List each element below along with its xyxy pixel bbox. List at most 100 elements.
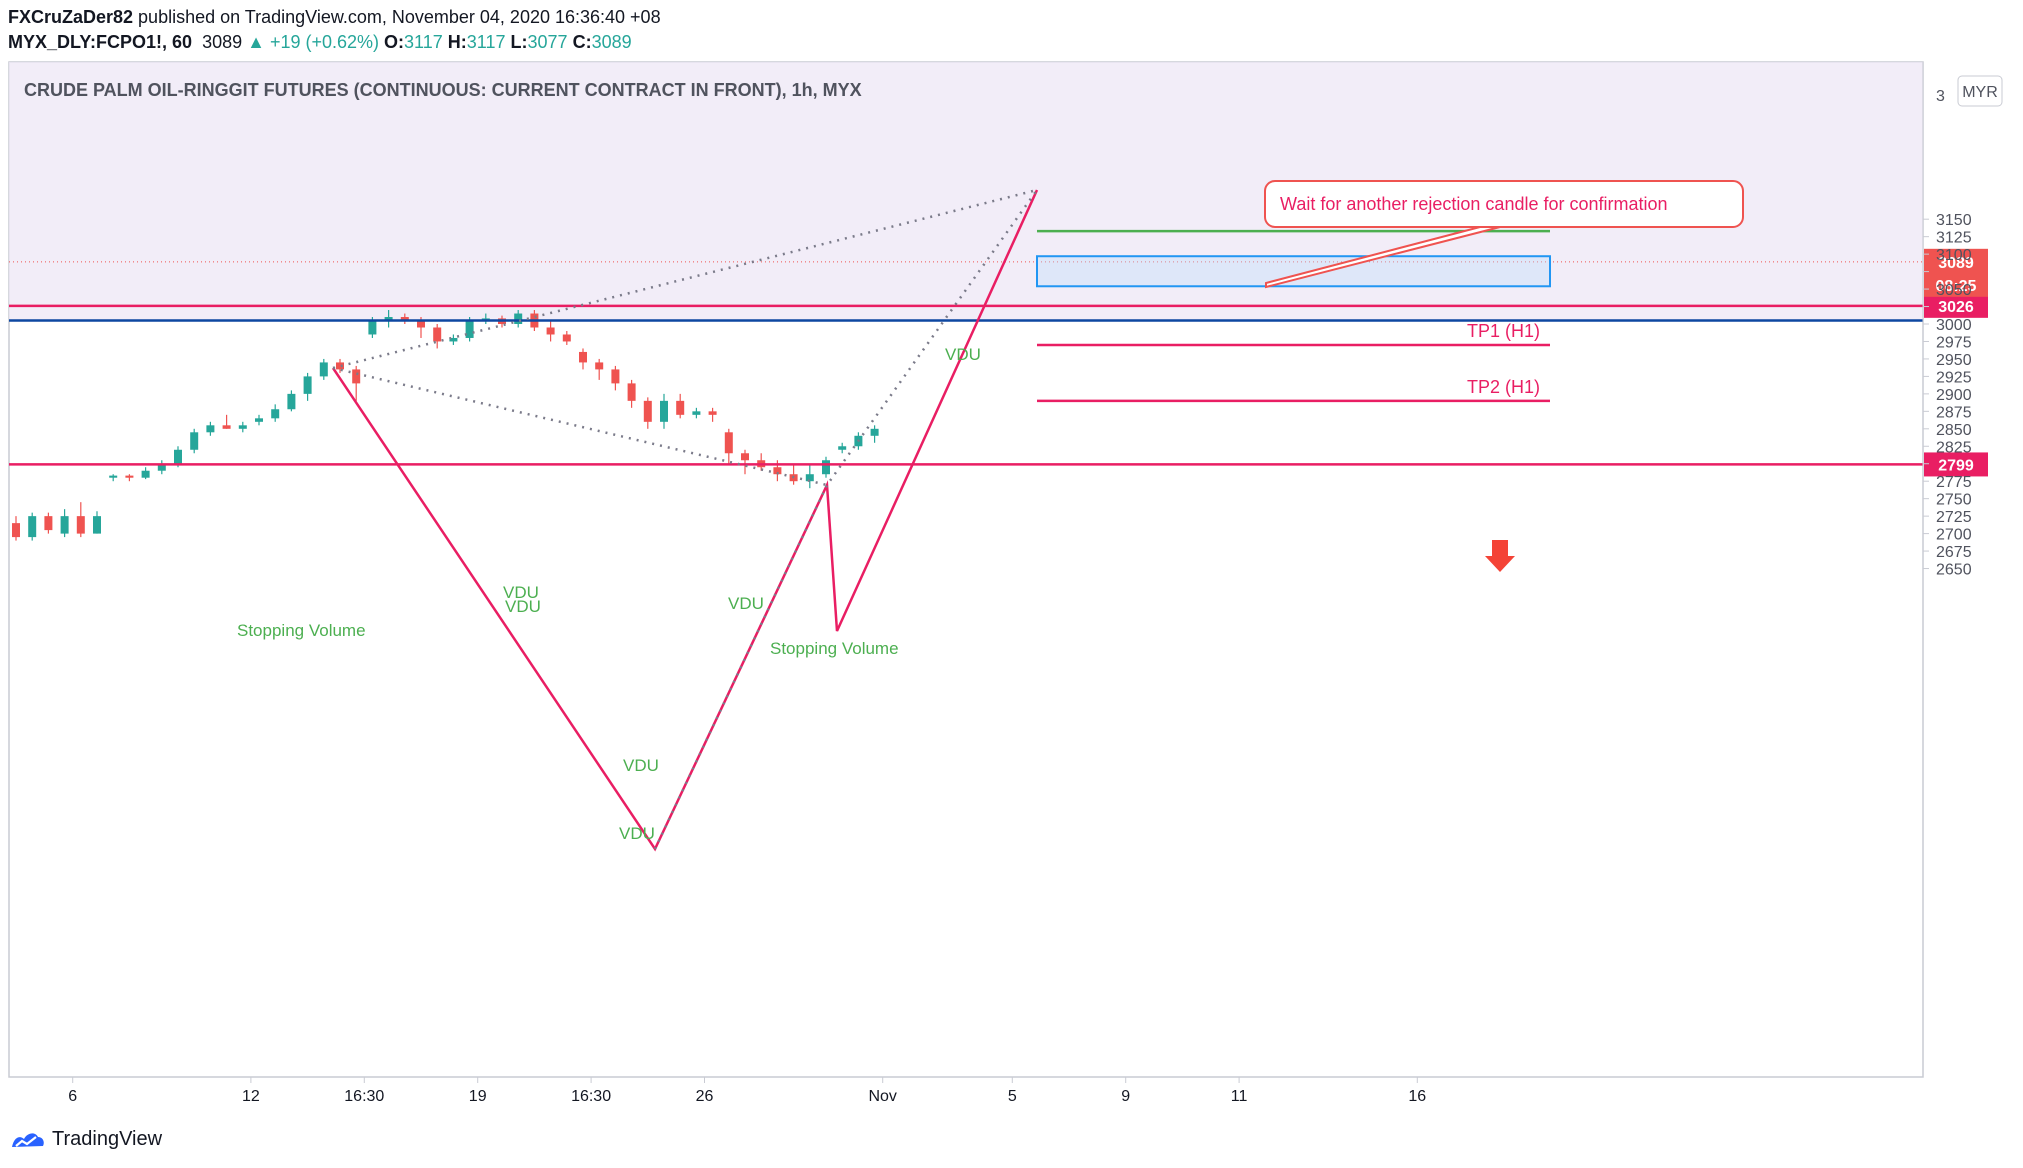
y-tick-label: 2925 [1936, 369, 1972, 386]
candle [271, 404, 280, 422]
y-tick-label: 3150 [1936, 212, 1972, 229]
level-price-label: 2799 [1938, 457, 1974, 474]
symbol-info: MYX_DLY:FCPO1!, 60 3089 ▲ +19 (+0.62%) O… [8, 31, 632, 53]
x-tick-label: 5 [1008, 1088, 1017, 1105]
candle-body [271, 409, 280, 419]
low-label: L: [510, 32, 528, 52]
high-label: H: [447, 32, 467, 52]
candle-body [76, 516, 85, 534]
author-name[interactable]: FXCruZaDer82 [8, 7, 134, 27]
candle-body [838, 446, 847, 450]
callout: Wait for another rejection candle for co… [1264, 180, 1744, 289]
candle [579, 348, 587, 370]
x-tick-label: 16:30 [571, 1088, 611, 1105]
price-change: ▲ +19 (+0.62%) [247, 32, 380, 52]
candle-body [157, 463, 166, 471]
level-price-tag [1924, 452, 1988, 477]
candle [741, 449, 749, 475]
x-tick-label: Nov [868, 1088, 896, 1105]
target-line-label: TP2 (H1) [1467, 377, 1540, 397]
candle [660, 393, 668, 429]
candle-body [303, 376, 312, 394]
candle-body [773, 467, 782, 475]
candle-body [125, 475, 134, 478]
open-label: O: [384, 32, 405, 52]
candle [708, 407, 717, 422]
signal-label: Stopping Volume [237, 621, 366, 640]
candle [400, 313, 409, 324]
candle-body [12, 523, 20, 538]
candle-body [28, 516, 37, 538]
currency-box[interactable] [1957, 75, 2003, 107]
candle-body [44, 516, 53, 531]
candle-body [692, 411, 701, 415]
signal-label: Stopping Volume [770, 639, 899, 658]
currency-label: MYR [1962, 84, 1998, 101]
y-tick-label: 2725 [1936, 509, 1972, 526]
x-tick-label: 16:30 [344, 1088, 384, 1105]
y-tick-label: 2775 [1936, 474, 1972, 491]
candle [692, 407, 701, 419]
y-tick-label: 2950 [1936, 352, 1972, 369]
symbol-label[interactable]: MYX_DLY:FCPO1!, 60 [8, 32, 193, 52]
candle [141, 467, 150, 480]
candle [838, 442, 847, 454]
candle [384, 310, 393, 328]
tradingview-footer[interactable]: TradingView [10, 1128, 162, 1151]
candle-body [417, 320, 425, 328]
level-price-tag [1924, 293, 1988, 318]
signal-label: VDU [623, 756, 659, 775]
candle [611, 365, 620, 391]
signal-label: VDU [503, 583, 539, 602]
candle-body [93, 516, 101, 534]
candle [190, 428, 199, 454]
publish-date: published on TradingView.com, November 0… [133, 7, 661, 27]
y-tick-label: 2975 [1936, 334, 1972, 351]
candle-body [611, 369, 620, 384]
candle-body [822, 460, 830, 475]
y-tick-label: 2900 [1936, 387, 1972, 404]
x-tick-label: 6 [68, 1088, 77, 1105]
y-tick-label: 2850 [1936, 422, 1972, 439]
candle-body [222, 425, 231, 429]
candle-body [255, 418, 263, 422]
y-tick-label: 2825 [1936, 439, 1972, 456]
wave-line [331, 189, 1039, 852]
signal-label: VDU [505, 597, 541, 616]
candle [514, 310, 523, 328]
candle-body [206, 425, 215, 433]
countdown-label: 08:25 [1936, 278, 1977, 295]
y-tick-label: 3000 [1936, 317, 1972, 334]
candle-body [643, 400, 652, 422]
candle-body [319, 362, 328, 377]
signal-label: VDU [945, 345, 981, 364]
candle [870, 425, 879, 443]
candle [724, 428, 733, 464]
x-tick-label: 26 [696, 1088, 714, 1105]
candle-body [595, 362, 604, 370]
candle-body [352, 369, 361, 384]
signal-label: VDU [728, 594, 764, 613]
candle-body [174, 449, 182, 464]
candle [109, 474, 118, 482]
candle [28, 512, 37, 541]
y-tick-label: 2875 [1936, 404, 1972, 421]
y-tick-label: 2675 [1936, 544, 1972, 561]
candle [238, 421, 247, 433]
candle [125, 474, 134, 482]
y-tick-label: 3 [1936, 88, 1945, 105]
resistance-zone [1036, 255, 1551, 288]
candle-body [109, 475, 118, 478]
candle-body [384, 317, 393, 321]
candle-body [60, 516, 69, 534]
x-tick-label: 19 [469, 1088, 487, 1105]
candle [822, 456, 830, 478]
candle-body [433, 327, 442, 342]
candle [805, 463, 814, 489]
candle [319, 358, 328, 380]
projection-line [332, 188, 1038, 370]
current-price-tag [1924, 248, 1988, 297]
candle-body [660, 400, 668, 422]
candle [336, 358, 344, 373]
